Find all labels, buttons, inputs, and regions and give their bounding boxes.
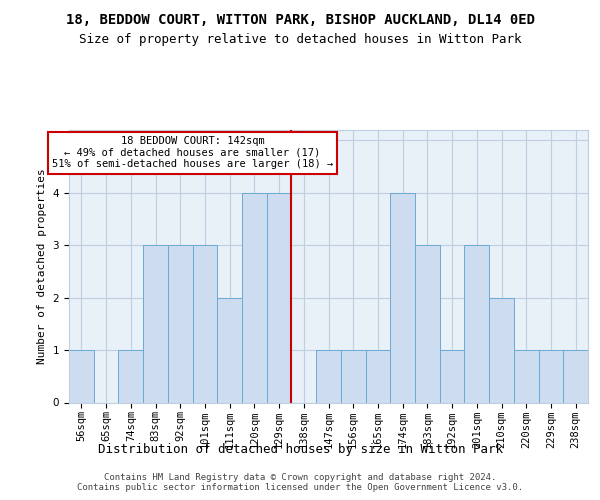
Bar [193, 246, 217, 402]
Bar [514, 350, 539, 403]
Bar [539, 350, 563, 403]
Bar [118, 350, 143, 403]
Bar [464, 246, 489, 402]
Bar [365, 350, 390, 403]
Bar [242, 193, 267, 402]
Bar [390, 193, 415, 402]
Bar [267, 193, 292, 402]
Bar [316, 350, 341, 403]
Text: 18, BEDDOW COURT, WITTON PARK, BISHOP AUCKLAND, DL14 0ED: 18, BEDDOW COURT, WITTON PARK, BISHOP AU… [65, 12, 535, 26]
Bar [217, 298, 242, 403]
Bar [415, 246, 440, 402]
Bar [69, 350, 94, 403]
Bar [341, 350, 365, 403]
Text: Size of property relative to detached houses in Witton Park: Size of property relative to detached ho… [79, 32, 521, 46]
Text: 18 BEDDOW COURT: 142sqm
← 49% of detached houses are smaller (17)
51% of semi-de: 18 BEDDOW COURT: 142sqm ← 49% of detache… [52, 136, 333, 170]
Y-axis label: Number of detached properties: Number of detached properties [37, 168, 47, 364]
Text: Contains HM Land Registry data © Crown copyright and database right 2024.
Contai: Contains HM Land Registry data © Crown c… [77, 473, 523, 492]
Bar [563, 350, 588, 403]
Bar [440, 350, 464, 403]
Bar [143, 246, 168, 402]
Bar [168, 246, 193, 402]
Bar [489, 298, 514, 403]
Text: Distribution of detached houses by size in Witton Park: Distribution of detached houses by size … [97, 442, 503, 456]
